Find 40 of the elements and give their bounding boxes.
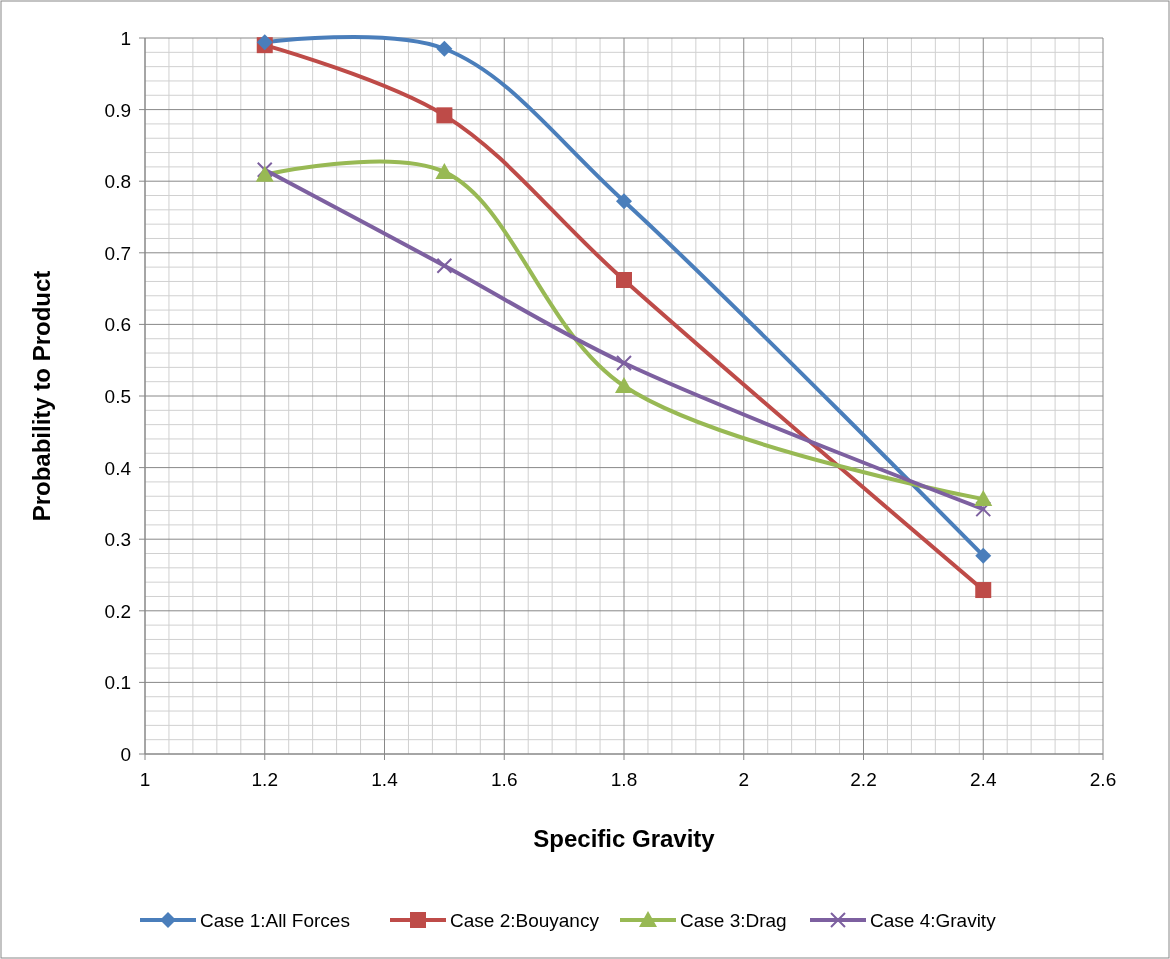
x-tick-label: 2 (738, 769, 750, 790)
x-tick-label: 2.2 (850, 769, 877, 790)
y-tick-label: 0.5 (104, 386, 131, 407)
x-tick-label: 2.6 (1089, 769, 1117, 790)
legend-label: Case 3:Drag (680, 910, 787, 931)
y-tick-label: 0.1 (104, 672, 131, 694)
legend-label: Case 2:Bouyancy (450, 910, 600, 931)
point (616, 272, 632, 289)
point (255, 165, 274, 182)
legend-label: Case 1:All Forces (200, 910, 350, 931)
legend-label: Case 4:Gravity (870, 910, 997, 931)
y-axis-title: Probability to Product (28, 270, 55, 522)
point (616, 193, 632, 210)
y-tick-label: 0.8 (104, 171, 131, 193)
point (974, 490, 993, 507)
point (435, 162, 454, 179)
point (436, 257, 453, 274)
x-tick-label: 1.8 (610, 769, 638, 790)
point (975, 582, 992, 599)
x-tick-label: 1.6 (491, 769, 518, 790)
y-tick-label: 0.2 (104, 600, 131, 622)
x-tick-label: 1.4 (371, 769, 399, 790)
x-tick-label: 2.4 (970, 769, 997, 790)
x-axis-title: Specific Gravity (533, 825, 716, 852)
point (615, 376, 633, 393)
y-tick-label: 0.3 (104, 529, 131, 551)
y-tick-label: 0 (120, 744, 131, 765)
y-tick-label: 0.4 (104, 457, 132, 479)
y-tick-label: 0.9 (104, 99, 131, 121)
point (256, 161, 273, 178)
y-tick-label: 1 (120, 28, 131, 49)
y-tick-label: 0.6 (104, 314, 131, 336)
point (975, 501, 992, 518)
point (975, 547, 992, 564)
point (616, 355, 632, 372)
x-tick-label: 1 (139, 769, 151, 790)
x-tick-label: 1.2 (251, 769, 278, 790)
point (436, 40, 453, 57)
point (436, 107, 453, 124)
y-tick-label: 0.7 (104, 242, 131, 264)
